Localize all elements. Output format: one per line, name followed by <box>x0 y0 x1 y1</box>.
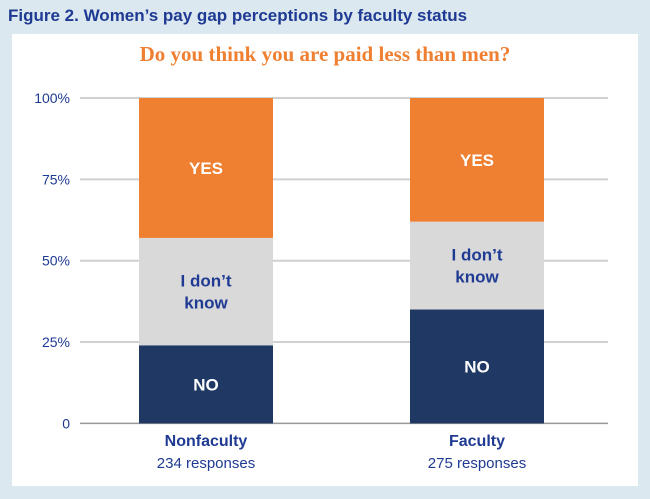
segment-label: NO <box>193 375 219 394</box>
y-tick-label: 25% <box>42 334 70 350</box>
bar-segment <box>410 98 544 222</box>
y-tick-label: 50% <box>42 253 70 269</box>
bar-segment <box>139 237 273 346</box>
segment-label: YES <box>189 159 223 178</box>
segment-label: know <box>455 268 499 287</box>
bar-segment <box>410 221 544 310</box>
category-label: Nonfaculty <box>165 433 248 450</box>
figure-title: Figure 2. Women’s pay gap perceptions by… <box>8 6 468 25</box>
y-tick-label: 0 <box>62 415 70 431</box>
segment-label: I don’t <box>452 246 503 265</box>
y-tick-label: 75% <box>42 171 70 187</box>
category-sublabel: 234 responses <box>157 455 255 472</box>
segment-label: YES <box>460 151 494 170</box>
category-sublabel: 275 responses <box>428 455 526 472</box>
bar-segment <box>410 309 544 424</box>
chart-subtitle: Do you think you are paid less than men? <box>139 42 511 66</box>
segment-label: NO <box>464 357 490 376</box>
bar-segment <box>139 345 273 424</box>
bar-segment <box>139 98 273 238</box>
segment-label: I don’t <box>181 272 232 291</box>
segment-label: know <box>184 294 228 313</box>
y-tick-label: 100% <box>34 90 70 106</box>
category-label: Faculty <box>449 433 505 450</box>
